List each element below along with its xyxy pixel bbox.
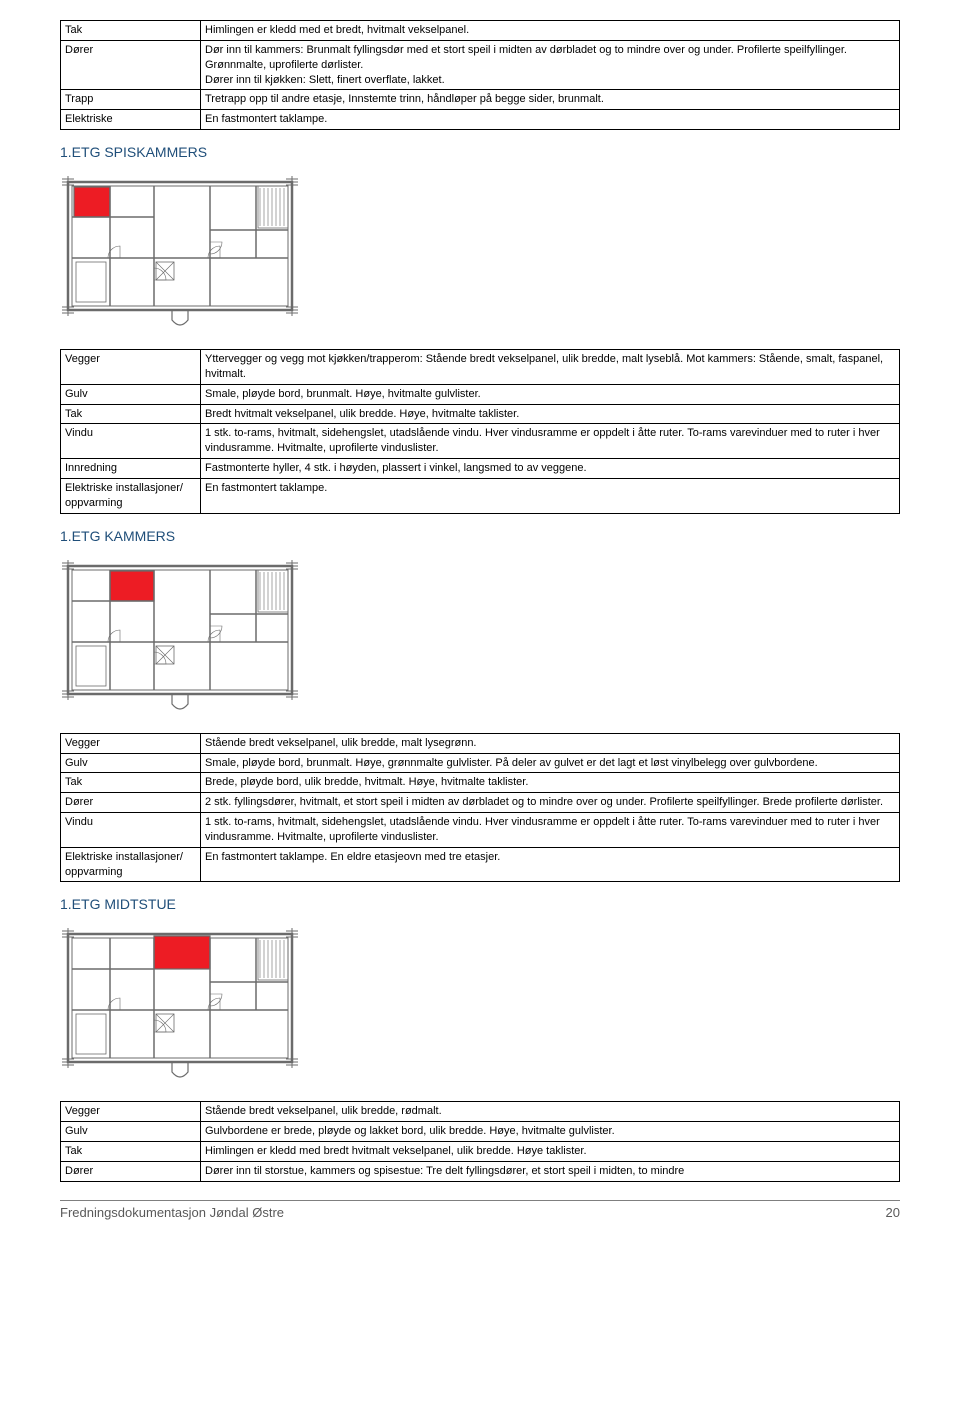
table-top: TakHimlingen er kledd med et bredt, hvit… (60, 20, 900, 130)
table-row-label: Gulv (61, 1122, 201, 1142)
footer-page-number: 20 (886, 1205, 900, 1220)
table-kammers: VeggerStående bredt vekselpanel, ulik br… (60, 733, 900, 883)
table-row-text: Dører inn til storstue, kammers og spise… (201, 1161, 900, 1181)
table-row-text: En fastmontert taklampe. En eldre etasje… (201, 847, 900, 882)
table-row-label: Tak (61, 1142, 201, 1162)
table-row-text: Yttervegger og vegg mot kjøkken/trappero… (201, 350, 900, 385)
table-row-text: En fastmontert taklampe. (201, 478, 900, 513)
table-row-label: Vegger (61, 733, 201, 753)
table-row-label: Vegger (61, 1102, 201, 1122)
table-row-text: Smale, pløyde bord, brunmalt. Høye, grøn… (201, 753, 900, 773)
heading-kammers: 1.ETG KAMMERS (60, 528, 900, 544)
heading-spiskammers: 1.ETG SPISKAMMERS (60, 144, 900, 160)
table-row-text: Dør inn til kammers: Brunmalt fyllingsdø… (201, 40, 900, 90)
table-row-label: Gulv (61, 753, 201, 773)
table-row-text: Stående bredt vekselpanel, ulik bredde, … (201, 1102, 900, 1122)
table-row-text: Himlingen er kledd med et bredt, hvitmal… (201, 21, 900, 41)
table-row-text: Bredt hvitmalt vekselpanel, ulik bredde.… (201, 404, 900, 424)
table-row-text: Gulvbordene er brede, pløyde og lakket b… (201, 1122, 900, 1142)
table-row-text: Tretrapp opp til andre etasje, Innstemte… (201, 90, 900, 110)
floorplan-kammers (60, 554, 900, 719)
table-row-text: 1 stk. to-rams, hvitmalt, sidehengslet, … (201, 813, 900, 848)
floorplan-spiskammers (60, 170, 900, 335)
footer-title: Fredningsdokumentasjon Jøndal Østre (60, 1205, 284, 1220)
table-row-label: Innredning (61, 459, 201, 479)
table-row-text: 1 stk. to-rams, hvitmalt, sidehengslet, … (201, 424, 900, 459)
table-row-label: Tak (61, 404, 201, 424)
floorplan-midtstue (60, 922, 900, 1087)
page-footer: Fredningsdokumentasjon Jøndal Østre 20 (60, 1200, 900, 1220)
table-row-text: Himlingen er kledd med bredt hvitmalt ve… (201, 1142, 900, 1162)
table-row-label: Tak (61, 21, 201, 41)
table-row-text: Smale, pløyde bord, brunmalt. Høye, hvit… (201, 384, 900, 404)
table-row-text: Stående bredt vekselpanel, ulik bredde, … (201, 733, 900, 753)
table-row-label: Elektriske installasjoner/ oppvarming (61, 478, 201, 513)
heading-midtstue: 1.ETG MIDTSTUE (60, 896, 900, 912)
table-row-label: Dører (61, 1161, 201, 1181)
table-row-text: Fastmonterte hyller, 4 stk. i høyden, pl… (201, 459, 900, 479)
table-row-label: Elektriske installasjoner/ oppvarming (61, 847, 201, 882)
table-row-text: Brede, pløyde bord, ulik bredde, hvitmal… (201, 773, 900, 793)
table-spiskammers: VeggerYttervegger og vegg mot kjøkken/tr… (60, 349, 900, 514)
table-row-label: Dører (61, 793, 201, 813)
table-row-label: Vegger (61, 350, 201, 385)
table-row-label: Elektriske (61, 110, 201, 130)
table-midtstue: VeggerStående bredt vekselpanel, ulik br… (60, 1101, 900, 1181)
table-row-label: Gulv (61, 384, 201, 404)
table-row-label: Vindu (61, 424, 201, 459)
table-row-label: Tak (61, 773, 201, 793)
table-row-label: Vindu (61, 813, 201, 848)
table-row-label: Trapp (61, 90, 201, 110)
table-row-label: Dører (61, 40, 201, 90)
table-row-text: 2 stk. fyllingsdører, hvitmalt, et stort… (201, 793, 900, 813)
table-row-text: En fastmontert taklampe. (201, 110, 900, 130)
